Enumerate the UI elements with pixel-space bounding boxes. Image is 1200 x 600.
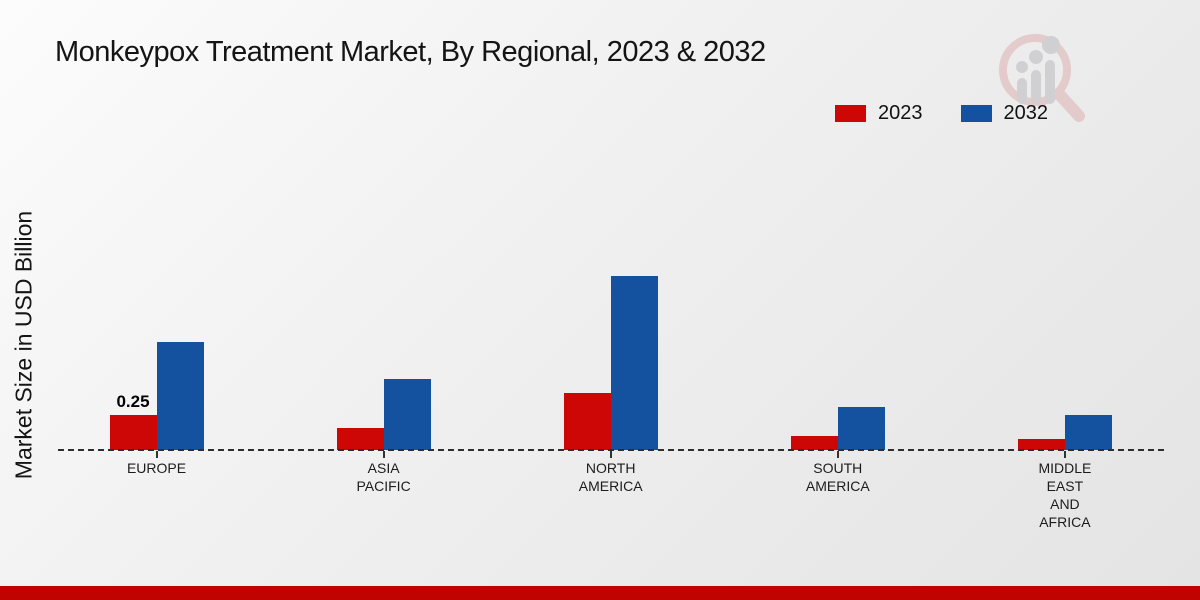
category-label-europe: EUROPE xyxy=(126,460,187,476)
legend-swatch-2032 xyxy=(960,105,992,122)
x-axis-tick xyxy=(836,451,839,458)
x-axis-tick xyxy=(155,451,158,458)
magnifier-trend-icon xyxy=(999,34,1085,122)
x-axis-tick xyxy=(609,451,612,458)
bar-2023-asia-pacific xyxy=(336,428,384,450)
brand-watermark xyxy=(993,26,1093,131)
x-axis-tick xyxy=(1063,451,1066,458)
bar-2032-middle-east-and-africa xyxy=(1064,415,1112,450)
category-label-south-america: SOUTH AMERICA xyxy=(805,460,870,494)
legend-label-2023: 2023 xyxy=(878,102,923,124)
bar-2032-north-america xyxy=(610,276,658,450)
category-label-middle-east-and-africa: MIDDLE EAST AND AFRICA xyxy=(1038,460,1092,530)
category-label-asia-pacific: ASIA PACIFIC xyxy=(356,460,411,494)
chart-title: Monkeypox Treatment Market, By Regional,… xyxy=(55,36,766,68)
bar-2023-europe xyxy=(109,415,157,450)
legend-swatch-2023 xyxy=(835,105,866,122)
bar-2032-south-america xyxy=(837,407,885,450)
category-label-north-america: NORTH AMERICA xyxy=(578,460,643,494)
legend: 2023 2032 xyxy=(835,102,1048,125)
legend-item-2023: 2023 xyxy=(835,102,923,125)
bar-2032-europe xyxy=(156,342,204,450)
bar-2032-asia-pacific xyxy=(383,379,431,450)
bar-2023-middle-east-and-africa xyxy=(1017,439,1065,450)
x-axis-baseline xyxy=(58,449,1164,451)
footer-accent-bar xyxy=(0,586,1200,600)
bar-2023-north-america xyxy=(563,393,611,450)
bar-value-label: 0.25 xyxy=(116,392,150,411)
legend-item-2032: 2032 xyxy=(960,102,1049,125)
x-axis-tick xyxy=(382,451,385,458)
bar-2023-south-america xyxy=(790,436,838,450)
legend-label-2032: 2032 xyxy=(1003,102,1049,124)
